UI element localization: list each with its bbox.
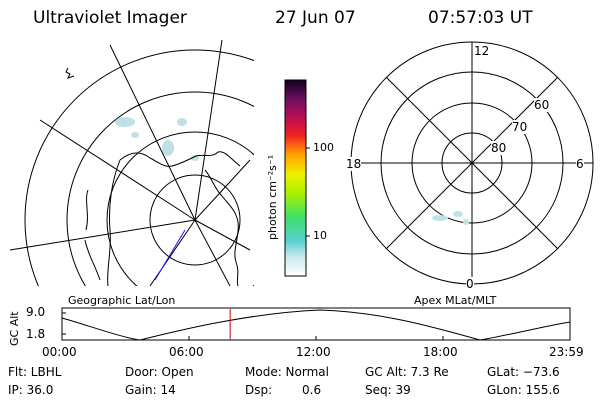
altitude-y-tick-1-8: 1.8 xyxy=(26,327,46,341)
mlat-label-70: 70 xyxy=(512,120,528,134)
altitude-curve xyxy=(61,309,571,341)
apex-map-label: Apex MLat/MLT xyxy=(414,294,497,307)
mlt-label-left: 18 xyxy=(346,157,362,171)
mlt-label-top: 12 xyxy=(474,44,490,58)
filter-info: Flt: LBHL xyxy=(8,365,62,379)
door-info: Door: Open xyxy=(125,365,194,379)
meridian-2 xyxy=(109,44,196,221)
lat-circle-3 xyxy=(66,91,254,286)
date-label: 27 Jun 07 xyxy=(275,8,356,28)
geographic-map-label: Geographic Lat/Lon xyxy=(68,294,176,307)
glon-info: GLon: 155.6 xyxy=(487,383,560,397)
x-tick-label-1200: 12:00 xyxy=(296,345,331,359)
colorbar xyxy=(284,79,310,277)
colorbar-tick-10: 10 xyxy=(313,229,327,242)
seq-info: Seq: 39 xyxy=(365,383,411,397)
meridian-1 xyxy=(194,39,223,221)
mlat-label-60: 60 xyxy=(534,98,550,112)
satellite-track xyxy=(154,229,186,281)
mlt-label-right: 6 xyxy=(576,157,584,171)
mlat-label-80: 80 xyxy=(491,141,507,155)
instrument-title: Ultraviolet Imager xyxy=(33,8,187,28)
colorbar-tick-100: 100 xyxy=(313,141,334,154)
mode-info: Mode: Normal xyxy=(245,365,329,379)
dsp-label: Dsp: xyxy=(245,383,273,397)
x-tick-label-2359: 23:59 xyxy=(549,345,584,359)
gc-alt-info: GC Alt: 7.3 Re xyxy=(365,365,449,379)
meridian-6 xyxy=(194,219,251,251)
altitude-plot-frame xyxy=(61,307,571,341)
time-label: 07:57:03 UT xyxy=(428,8,533,28)
dsp-value: 0.6 xyxy=(302,383,322,397)
x-tick-label-0600: 06:00 xyxy=(169,345,204,359)
lat-circle-1 xyxy=(149,174,241,266)
mlt-label-bottom: 0 xyxy=(466,277,474,291)
x-tick-label-0000: 00:00 xyxy=(42,345,77,359)
meridian-5 xyxy=(194,159,251,221)
glat-info: GLat: −73.6 xyxy=(487,365,560,379)
meridian-3 xyxy=(39,119,196,221)
gain-info: Gain: 14 xyxy=(125,383,176,397)
coastline xyxy=(84,151,241,286)
altitude-y-tick-9: 9.0 xyxy=(26,305,46,319)
x-tick-label-1800: 18:00 xyxy=(423,345,458,359)
island-outline xyxy=(65,67,75,79)
mlt-line-diag-2 xyxy=(385,76,559,250)
ip-info: IP: 36.0 xyxy=(8,383,54,397)
altitude-ylabel: GC Alt xyxy=(8,311,21,346)
lat-circle-2 xyxy=(106,131,254,286)
meridian-8 xyxy=(194,219,231,286)
meridian-4 xyxy=(9,219,196,251)
lat-circle-4 xyxy=(24,49,254,286)
